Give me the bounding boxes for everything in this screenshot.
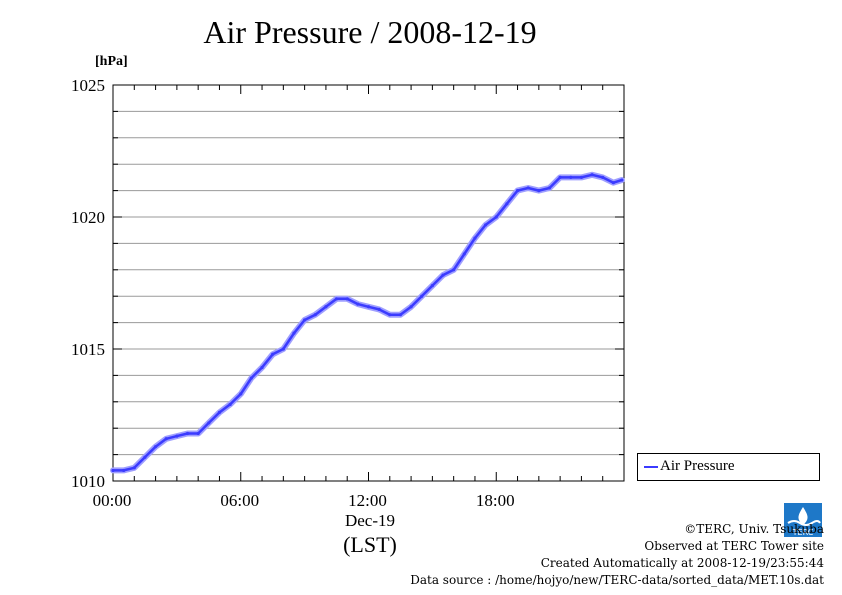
data-point [579,175,584,179]
data-point [473,236,477,240]
data-point [366,305,371,309]
data-point [111,468,115,473]
data-point [217,410,222,414]
data-point [526,186,530,190]
data-point [590,173,594,177]
data-point [377,307,381,311]
x-timezone-label: (LST) [343,532,397,557]
data-point [505,202,509,206]
credit-created: Created Automatically at 2008-12-19/23:5… [540,556,824,570]
data-point [547,186,552,190]
data-point [175,434,179,438]
data-point [303,318,307,322]
chart-title: Air Pressure / 2008-12-19 [203,14,537,50]
data-point [271,352,275,356]
data-point [620,178,624,182]
data-point [292,331,296,335]
y-tick-label: 1010 [71,472,105,491]
data-point [494,215,498,219]
data-point [132,466,136,470]
credit-source: Data source : /home/hojyo/new/TERC-data/… [410,573,824,587]
plot-frame [112,84,625,482]
data-point [281,347,285,351]
y-tick-label: 1015 [71,340,105,359]
legend: Air Pressure [637,453,820,481]
logo-text: TERC [792,528,814,537]
data-point [420,294,424,298]
data-point [462,252,466,256]
data-point [356,302,360,306]
data-point [249,376,253,380]
credit-site: Observed at TERC Tower site [644,539,824,553]
legend-label: Air Pressure [660,458,735,474]
x-tick-label: 12:00 [348,491,387,510]
data-point [515,189,520,193]
data-point [558,175,562,179]
data-point [398,313,403,317]
data-point [537,189,541,193]
data-point [185,431,190,436]
data-point [409,305,413,309]
legend-swatch [644,466,658,468]
y-unit-label: [hPa] [95,54,128,69]
data-point [441,273,445,277]
data-point [196,431,200,436]
data-point [430,284,434,288]
data-point [601,175,605,179]
data-point [452,268,456,272]
credit-copyright: ©TERC, Univ. Tsukuba [684,522,824,536]
x-tick-label: 18:00 [476,491,515,510]
data-point [228,402,232,407]
data-point [484,223,488,227]
data-point [143,455,147,459]
x-date-label: Dec-19 [344,511,396,530]
data-point [239,392,243,396]
data-point [611,181,615,185]
data-point [207,421,211,425]
terc-logo-icon: TERC [784,503,822,537]
x-tick-label: 06:00 [220,491,259,510]
data-point [345,297,349,301]
y-tick-label: 1020 [71,208,105,227]
terc-logo: TERC [784,503,822,537]
y-tick-label: 1025 [71,76,105,95]
data-point [324,305,328,309]
x-tick-label: 00:00 [93,491,132,510]
data-point [122,468,126,473]
data-point [313,313,317,317]
data-point [260,365,264,370]
data-point [334,297,339,301]
data-point [164,437,168,441]
data-point [569,175,573,179]
data-point [153,445,158,449]
data-point [388,313,392,317]
